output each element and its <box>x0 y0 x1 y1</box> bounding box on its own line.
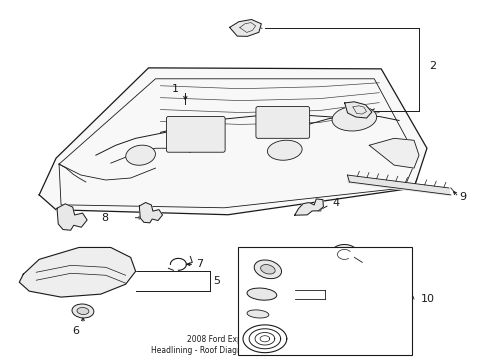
Polygon shape <box>57 204 87 230</box>
Text: 9: 9 <box>458 192 465 202</box>
Ellipse shape <box>260 265 275 274</box>
Ellipse shape <box>77 307 89 315</box>
FancyBboxPatch shape <box>166 117 224 152</box>
Polygon shape <box>368 138 418 168</box>
Polygon shape <box>39 68 426 215</box>
Text: 8: 8 <box>102 213 108 223</box>
Text: 12: 12 <box>327 289 340 299</box>
Polygon shape <box>139 203 162 223</box>
Polygon shape <box>344 102 371 118</box>
Polygon shape <box>330 244 358 264</box>
Ellipse shape <box>72 304 94 318</box>
Ellipse shape <box>254 260 281 279</box>
Text: 10: 10 <box>420 294 434 304</box>
Text: 1: 1 <box>171 84 178 94</box>
Ellipse shape <box>331 106 376 131</box>
Polygon shape <box>294 199 323 215</box>
Text: 7: 7 <box>196 259 203 269</box>
Text: 2: 2 <box>428 61 435 71</box>
Polygon shape <box>19 247 135 297</box>
Text: 11: 11 <box>304 262 317 272</box>
Text: 3: 3 <box>362 257 368 267</box>
Text: 2008 Ford Explorer Sport Trac
Headlining - Roof Diagram for 7A2Z-7851944-UC: 2008 Ford Explorer Sport Trac Headlining… <box>150 335 337 355</box>
FancyBboxPatch shape <box>255 107 309 138</box>
Ellipse shape <box>125 145 155 165</box>
Ellipse shape <box>246 288 276 300</box>
Text: 13: 13 <box>307 334 320 344</box>
Text: 5: 5 <box>213 276 220 286</box>
Polygon shape <box>229 19 261 36</box>
Bar <box>238 247 411 355</box>
Ellipse shape <box>246 310 268 318</box>
Ellipse shape <box>267 140 302 160</box>
Text: 4: 4 <box>332 198 339 208</box>
Text: 6: 6 <box>72 326 80 336</box>
